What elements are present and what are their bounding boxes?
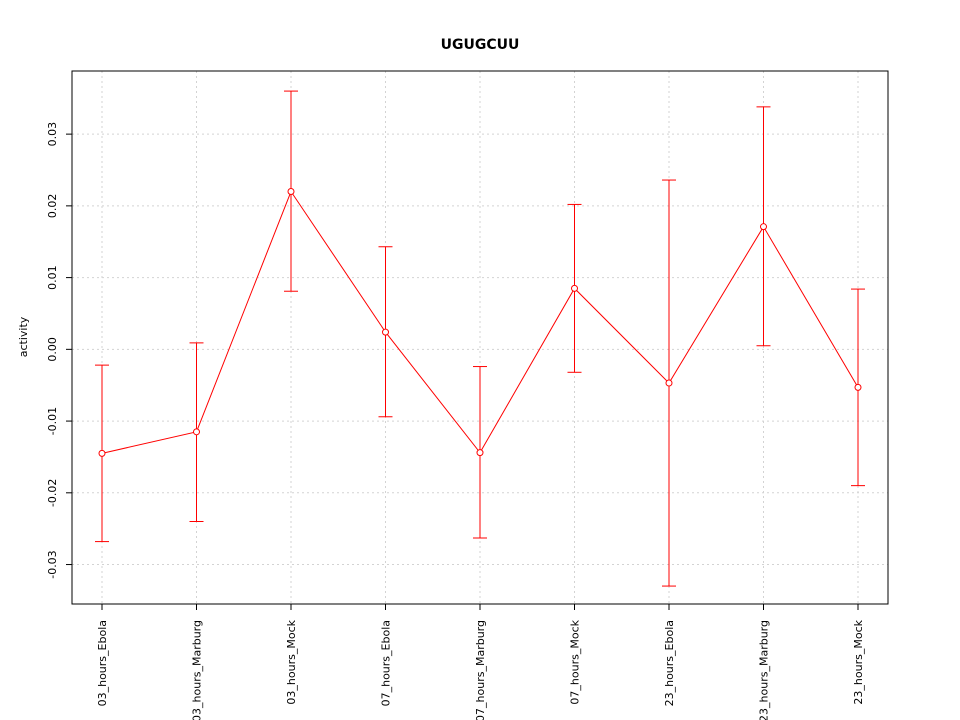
x-tick-label: 23_hours_Marburg xyxy=(758,620,771,720)
data-point xyxy=(854,383,862,391)
series xyxy=(95,90,865,587)
x-tick-label: 23_hours_Ebola xyxy=(663,620,676,706)
x-tick-label: 07_hours_Marburg xyxy=(474,620,487,720)
chart-title: UGUGCUU xyxy=(441,37,520,53)
data-point xyxy=(665,379,673,387)
y-tick-label: 0.03 xyxy=(46,122,59,147)
y-tick-label: -0.03 xyxy=(46,550,59,578)
data-point xyxy=(287,188,295,196)
data-point xyxy=(98,449,106,457)
y-tick-label: -0.01 xyxy=(46,407,59,435)
x-tick-label: 07_hours_Mock xyxy=(569,619,582,704)
x-tick-label: 07_hours_Ebola xyxy=(380,620,393,706)
data-point xyxy=(760,223,767,231)
data-point xyxy=(571,284,578,292)
y-tick-label: 0.02 xyxy=(46,194,59,219)
data-point xyxy=(193,428,200,436)
x-tick-label: 23_hours_Mock xyxy=(852,619,865,704)
y-axis: -0.03 -0.02 -0.01 0.00 0.01 0.02 0.03 xyxy=(46,122,72,579)
x-axis: 03_hours_Ebola 03_hours_Marburg 03_hours_M… xyxy=(96,604,865,720)
x-tick-label: 03_hours_Marburg xyxy=(191,620,204,720)
x-tick-label: 03_hours_Mock xyxy=(285,619,298,704)
y-tick-label: 0.00 xyxy=(46,337,59,362)
data-point xyxy=(476,449,484,457)
y-tick-label: 0.01 xyxy=(46,265,59,290)
y-tick-label: -0.02 xyxy=(46,479,59,507)
x-tick-label: 03_hours_Ebola xyxy=(96,620,109,706)
y-axis-label: activity xyxy=(17,316,30,357)
data-point xyxy=(382,328,389,336)
